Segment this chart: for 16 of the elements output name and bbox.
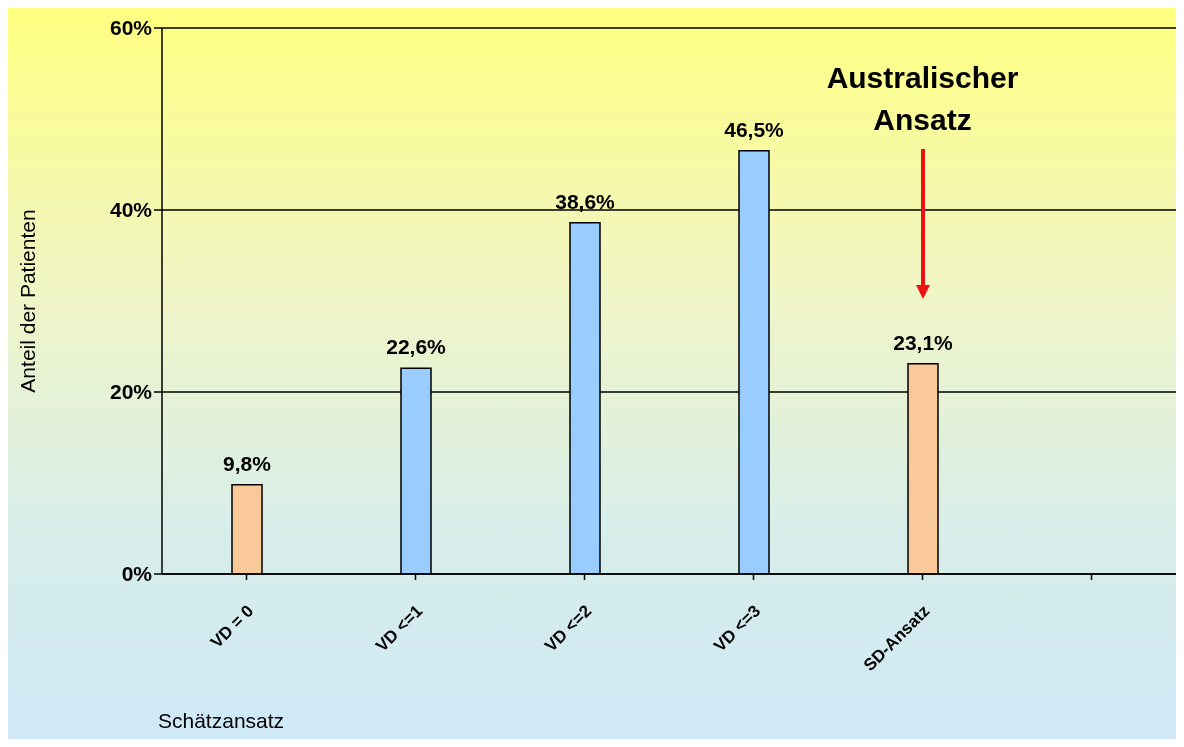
x-tick-label: VD = 0 <box>206 601 258 652</box>
data-label: 9,8% <box>223 451 272 475</box>
data-label: 38,6% <box>555 189 616 213</box>
y-axis-title: Anteil der Patienten <box>16 209 40 393</box>
y-tick-label: 0% <box>121 562 153 586</box>
y-tick-label: 40% <box>109 198 153 222</box>
y-tick-label: 20% <box>109 380 153 404</box>
x-axis-title: Schätzansatz <box>158 709 285 733</box>
data-label: 23,1% <box>893 330 954 354</box>
x-tick-label: VD <=1 <box>372 601 427 656</box>
data-label: 22,6% <box>386 335 447 359</box>
y-tick-label: 60% <box>109 16 153 40</box>
x-tick-label: VD <=2 <box>541 601 596 656</box>
annotation: Australischer Ansatz <box>825 59 1020 138</box>
x-tick-label: VD <=3 <box>710 601 765 656</box>
data-label: 46,5% <box>724 117 785 141</box>
